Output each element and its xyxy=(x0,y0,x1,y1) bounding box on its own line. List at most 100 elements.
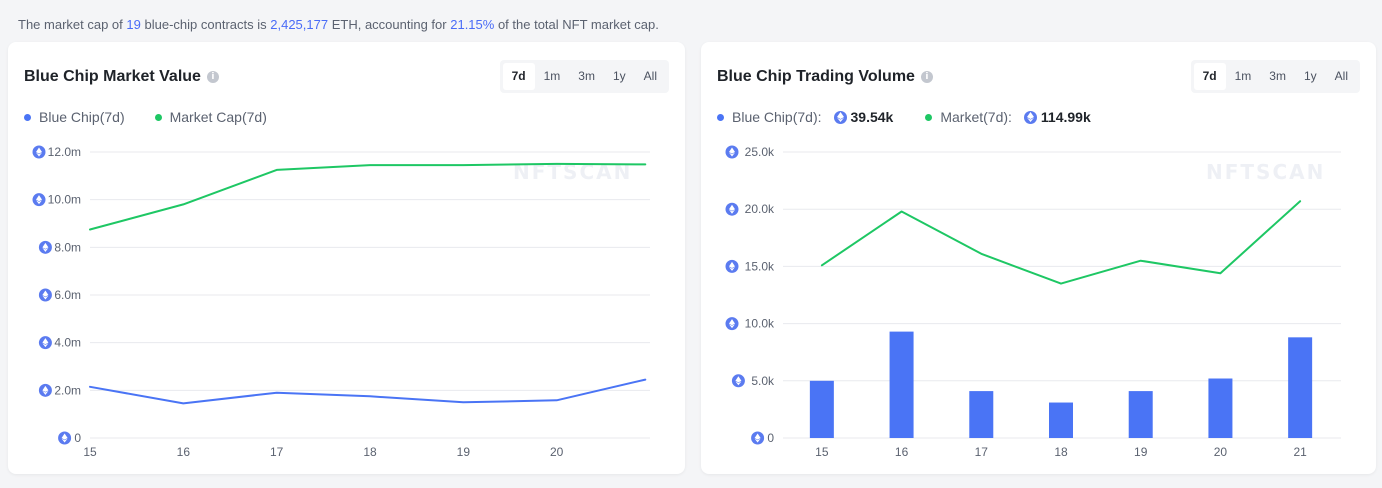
green-dot-icon xyxy=(154,113,162,121)
tab-all[interactable]: All xyxy=(1334,69,1348,83)
market-value-period-tabs: 7d 1m 3m 1y All xyxy=(499,60,669,93)
blue-dot-icon xyxy=(24,113,31,121)
market-volume-value: 114.99k xyxy=(1040,109,1091,125)
series-line-market-7d[interactable] xyxy=(820,200,1302,285)
legend-blue-chip-value: 39.54k xyxy=(833,109,894,125)
eth-icon xyxy=(32,193,46,207)
info-icon[interactable]: i xyxy=(206,71,219,83)
y-tick-label: 4.0m xyxy=(54,336,81,350)
y-tick-label: 8.0m xyxy=(54,240,81,254)
x-tick-label: 19 xyxy=(457,445,471,459)
volume-bar[interactable] xyxy=(1288,337,1313,438)
summary-count: 19 xyxy=(126,17,141,32)
x-tick-label: 20 xyxy=(550,445,564,459)
legend-market-value: 114.99k xyxy=(1023,109,1091,125)
legend-blue-chip-label: Blue Chip(7d): xyxy=(732,109,822,125)
y-tick-label: 10.0k xyxy=(745,317,775,331)
y-tick-label: 0 xyxy=(74,431,81,445)
volume-bar[interactable] xyxy=(889,331,914,438)
x-tick-label: 19 xyxy=(1134,445,1148,459)
trading-volume-card: Blue Chip Trading Volume i 7d 1m 3m 1y A… xyxy=(701,42,1376,474)
trading-volume-legend: Blue Chip(7d): 39.54k Market(7d): 114.99… xyxy=(717,109,1091,125)
eth-icon xyxy=(751,431,765,445)
y-tick-label: 2.0m xyxy=(54,383,81,397)
volume-bar[interactable] xyxy=(1128,391,1153,438)
market-value-card: Blue Chip Market Value i 7d 1m 3m 1y All… xyxy=(8,42,685,474)
blue-chip-volume-value: 39.54k xyxy=(850,109,894,125)
eth-icon xyxy=(38,383,52,397)
legend-market-cap-label: Market Cap(7d) xyxy=(169,109,267,125)
eth-icon xyxy=(731,374,745,388)
legend-blue-chip[interactable]: Blue Chip(7d) xyxy=(24,109,125,125)
x-tick-label: 18 xyxy=(1054,445,1068,459)
eth-icon xyxy=(38,336,52,350)
y-tick-label: 25.0k xyxy=(745,145,775,159)
summary-mid: blue-chip contracts is xyxy=(144,17,267,32)
trading-volume-title-text: Blue Chip Trading Volume xyxy=(717,68,915,85)
tab-all[interactable]: All xyxy=(643,69,657,83)
trading-volume-chart: NFTSCAN 0 5.0k 10.0k 15.0k 20.0k 25.0k 15 16 17 18… xyxy=(725,145,1341,459)
y-tick-label: 15.0k xyxy=(745,259,775,273)
y-tick-label: 6.0m xyxy=(54,288,81,302)
x-tick-label: 16 xyxy=(895,445,909,459)
x-tick-label: 15 xyxy=(815,445,829,459)
tab-7d[interactable]: 7d xyxy=(502,63,535,90)
tab-7d[interactable]: 7d xyxy=(1193,63,1226,90)
eth-icon xyxy=(58,431,72,445)
eth-icon xyxy=(38,240,52,254)
eth-icon xyxy=(725,317,739,331)
series-line-market-cap-7d-[interactable] xyxy=(89,162,647,231)
trading-volume-period-tabs: 7d 1m 3m 1y All xyxy=(1190,60,1360,93)
market-cap-summary: The market cap of 19 blue-chip contracts… xyxy=(18,17,659,32)
info-icon[interactable]: i xyxy=(920,71,933,83)
tab-1y[interactable]: 1y xyxy=(1303,69,1317,83)
blue-dot-icon xyxy=(717,113,724,121)
eth-icon xyxy=(725,202,739,216)
eth-icon xyxy=(833,110,847,124)
summary-eth-unit: ETH, accounting for xyxy=(331,17,447,32)
green-dot-icon xyxy=(925,113,933,121)
y-tick-label: 20.0k xyxy=(745,202,775,216)
tab-3m[interactable]: 3m xyxy=(1269,69,1286,83)
y-tick-label: 10.0m xyxy=(48,193,81,207)
y-tick-label: 5.0k xyxy=(751,374,775,388)
eth-icon xyxy=(725,259,739,273)
eth-icon xyxy=(38,288,52,302)
market-value-title-text: Blue Chip Market Value xyxy=(24,68,201,85)
x-tick-label: 17 xyxy=(975,445,989,459)
y-tick-label: 12.0m xyxy=(48,145,81,159)
summary-eth-value: 2,425,177 xyxy=(270,17,329,32)
volume-bar[interactable] xyxy=(1208,378,1233,438)
x-tick-label: 17 xyxy=(270,445,284,459)
trading-volume-title: Blue Chip Trading Volume i xyxy=(717,68,933,86)
volume-bar[interactable] xyxy=(1049,402,1073,438)
series-line-blue-chip-7d-[interactable] xyxy=(89,378,647,405)
legend-market-cap[interactable]: Market Cap(7d) xyxy=(154,109,267,125)
x-tick-label: 20 xyxy=(1214,445,1228,459)
legend-market[interactable]: Market(7d): 114.99k xyxy=(925,109,1091,125)
tab-3m[interactable]: 3m xyxy=(578,69,595,83)
watermark-text: NFTSCAN xyxy=(1206,160,1325,184)
eth-icon xyxy=(725,145,739,159)
legend-market-label: Market(7d): xyxy=(940,109,1012,125)
eth-icon xyxy=(32,145,46,159)
x-tick-label: 18 xyxy=(363,445,377,459)
volume-bar[interactable] xyxy=(809,380,834,438)
summary-percent: 21.15% xyxy=(450,17,495,32)
x-tick-label: 15 xyxy=(83,445,97,459)
eth-icon xyxy=(1023,110,1037,124)
tab-1m[interactable]: 1m xyxy=(543,69,561,83)
summary-suffix: of the total NFT market cap. xyxy=(497,17,659,32)
market-value-title: Blue Chip Market Value i xyxy=(24,68,219,86)
tab-1m[interactable]: 1m xyxy=(1234,69,1252,83)
legend-blue-chip-label: Blue Chip(7d) xyxy=(39,109,125,125)
volume-bar[interactable] xyxy=(969,391,994,438)
market-value-legend: Blue Chip(7d) Market Cap(7d) xyxy=(24,109,267,125)
legend-blue-chip[interactable]: Blue Chip(7d): 39.54k xyxy=(717,109,893,125)
x-tick-label: 21 xyxy=(1293,445,1307,459)
x-tick-label: 16 xyxy=(177,445,191,459)
tab-1y[interactable]: 1y xyxy=(612,69,626,83)
y-tick-label: 0 xyxy=(767,431,774,445)
summary-prefix: The market cap of xyxy=(18,17,123,32)
